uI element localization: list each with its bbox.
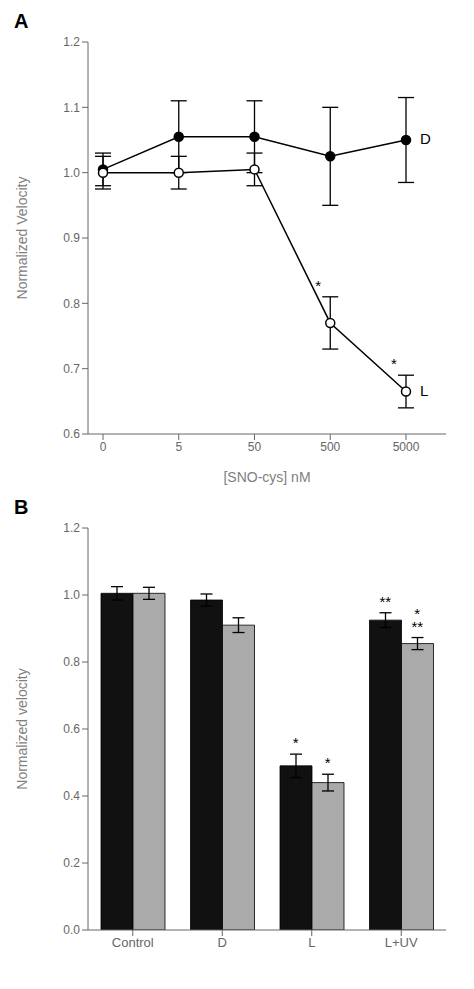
svg-text:0.8: 0.8 [63, 655, 80, 669]
svg-text:0.4: 0.4 [63, 789, 80, 803]
svg-text:0.2: 0.2 [63, 856, 80, 870]
svg-text:L: L [308, 935, 315, 950]
svg-text:*: * [391, 355, 397, 372]
svg-text:L+UV: L+UV [385, 935, 418, 950]
svg-text:D: D [218, 935, 227, 950]
svg-text:Control: Control [112, 935, 154, 950]
svg-text:0.6: 0.6 [63, 722, 80, 736]
svg-text:*: * [293, 734, 299, 751]
svg-text:0.7: 0.7 [63, 362, 80, 376]
svg-text:0: 0 [100, 440, 107, 454]
svg-text:Normalized Velocity: Normalized Velocity [14, 177, 30, 300]
svg-text:1.1: 1.1 [63, 101, 80, 115]
html-text:A: A [14, 10, 29, 32]
svg-text:5000: 5000 [393, 440, 420, 454]
svg-text:5: 5 [175, 440, 182, 454]
svg-text:1.0: 1.0 [63, 166, 80, 180]
svg-text:0.6: 0.6 [63, 427, 80, 441]
svg-text:L: L [420, 382, 428, 399]
svg-text:500: 500 [320, 440, 340, 454]
svg-text:0.8: 0.8 [63, 297, 80, 311]
svg-text:0.9: 0.9 [63, 231, 80, 245]
svg-text:D: D [420, 130, 431, 147]
svg-text:50: 50 [248, 440, 262, 454]
svg-text:Normalized velocity: Normalized velocity [14, 668, 30, 789]
svg-text:1.0: 1.0 [63, 588, 80, 602]
svg-text:0.0: 0.0 [63, 923, 80, 937]
svg-text:*: * [414, 605, 420, 622]
html-text:B: B [14, 496, 29, 518]
svg-text:1.2: 1.2 [63, 521, 80, 535]
svg-text:**: ** [379, 593, 391, 610]
svg-text:*: * [325, 754, 331, 771]
svg-text:[SNO-cys] nM: [SNO-cys] nM [223, 469, 310, 485]
svg-text:*: * [315, 277, 321, 294]
svg-text:1.2: 1.2 [63, 35, 80, 49]
